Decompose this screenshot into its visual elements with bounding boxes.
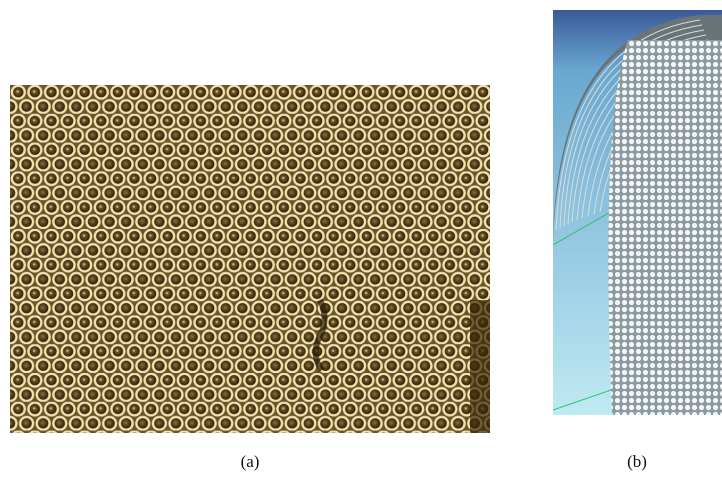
caption-b: (b) [627, 452, 647, 471]
caption-a: (a) [241, 452, 260, 471]
photo-shadow [470, 300, 490, 433]
panel-a: (a) [10, 85, 490, 471]
photo-a [10, 85, 490, 433]
fibre-arc [553, 15, 722, 240]
fibre-face [608, 40, 722, 415]
panel-b [553, 10, 722, 415]
photo-defect [312, 298, 328, 372]
